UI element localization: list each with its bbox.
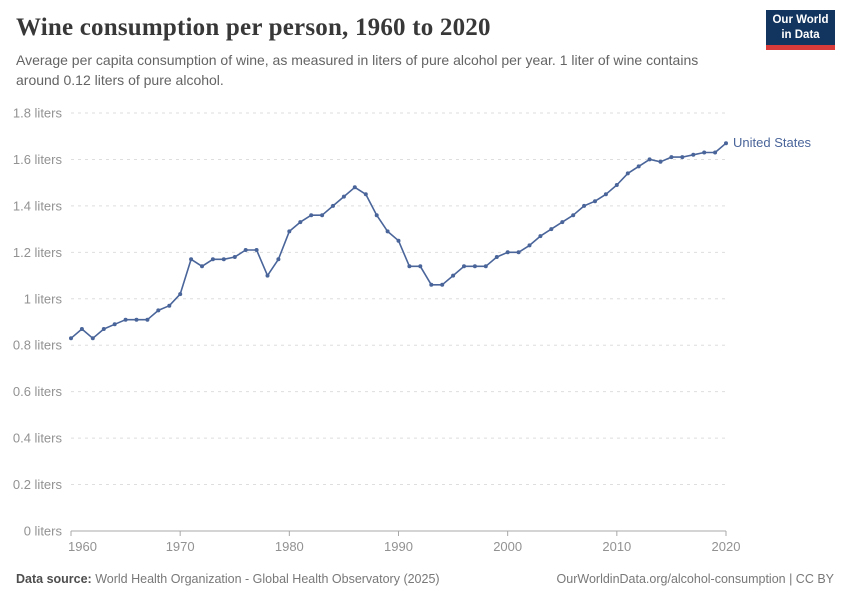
data-point[interactable]: [396, 238, 401, 243]
data-point[interactable]: [560, 220, 565, 225]
data-point[interactable]: [582, 203, 587, 208]
data-point[interactable]: [112, 322, 117, 327]
data-point[interactable]: [669, 155, 674, 160]
data-point[interactable]: [462, 264, 466, 269]
data-point[interactable]: [309, 213, 314, 218]
data-point[interactable]: [385, 229, 390, 234]
data-point[interactable]: [658, 159, 663, 164]
data-point[interactable]: [352, 185, 357, 190]
data-point[interactable]: [101, 327, 106, 331]
data-point[interactable]: [167, 303, 172, 308]
data-point[interactable]: [625, 171, 630, 176]
y-axis-tick-label: 0 liters: [24, 524, 63, 539]
page-title: Wine consumption per person, 1960 to 202…: [16, 14, 491, 41]
y-axis-tick-label: 1 liters: [24, 291, 63, 306]
data-point[interactable]: [636, 164, 641, 169]
x-axis-tick-label: 1990: [384, 539, 413, 554]
data-point[interactable]: [724, 141, 728, 146]
data-point[interactable]: [505, 250, 510, 255]
x-axis-tick-label: 1980: [275, 539, 304, 554]
data-point[interactable]: [79, 327, 84, 331]
data-point[interactable]: [221, 257, 226, 262]
data-point[interactable]: [123, 317, 128, 322]
data-source: Data source: World Health Organization -…: [16, 572, 440, 586]
y-axis-tick-label: 0.2 liters: [13, 477, 63, 492]
data-point[interactable]: [363, 192, 368, 197]
data-point[interactable]: [265, 273, 270, 278]
data-point[interactable]: [702, 150, 707, 155]
data-point[interactable]: [571, 213, 576, 218]
data-point[interactable]: [538, 234, 543, 239]
data-point[interactable]: [189, 257, 194, 262]
x-axis-tick-label: 2020: [712, 539, 741, 554]
data-point[interactable]: [298, 220, 303, 225]
data-point[interactable]: [647, 157, 652, 162]
data-point[interactable]: [243, 248, 248, 252]
data-point[interactable]: [483, 264, 488, 269]
data-point[interactable]: [200, 264, 204, 269]
y-axis-tick-label: 0.8 liters: [13, 338, 63, 353]
data-point[interactable]: [331, 203, 335, 208]
series-end-label[interactable]: United States: [733, 135, 812, 150]
data-point[interactable]: [418, 264, 423, 269]
data-source-label: Data source:: [16, 572, 92, 586]
data-point[interactable]: [516, 250, 521, 255]
data-point[interactable]: [440, 282, 445, 287]
data-point[interactable]: [69, 336, 73, 341]
data-point[interactable]: [614, 183, 619, 187]
data-source-text: World Health Organization - Global Healt…: [91, 572, 440, 586]
data-point[interactable]: [145, 317, 150, 322]
chart-footer: Data source: World Health Organization -…: [16, 572, 834, 586]
y-axis-tick-label: 0.4 liters: [13, 431, 63, 446]
x-axis-tick-label: 2000: [493, 539, 522, 554]
y-axis-tick-label: 1.2 liters: [13, 245, 63, 260]
data-point[interactable]: [407, 264, 412, 269]
y-axis-tick-label: 1.4 liters: [13, 198, 63, 213]
data-point[interactable]: [494, 255, 499, 259]
data-point[interactable]: [156, 308, 161, 313]
chart-header: Wine consumption per person, 1960 to 202…: [16, 14, 756, 91]
data-point[interactable]: [429, 282, 434, 287]
data-point[interactable]: [713, 150, 718, 155]
owid-logo-line2: in Data: [781, 28, 820, 41]
owid-logo-line1: Our World: [772, 14, 829, 27]
data-point[interactable]: [472, 264, 477, 269]
data-point[interactable]: [680, 155, 685, 160]
data-point[interactable]: [287, 229, 292, 234]
data-point[interactable]: [603, 192, 608, 197]
owid-logo[interactable]: Our World in Data: [766, 10, 835, 50]
data-point[interactable]: [549, 227, 554, 232]
data-point[interactable]: [134, 317, 139, 322]
data-point[interactable]: [210, 257, 215, 262]
y-axis-tick-label: 1.6 liters: [13, 152, 63, 167]
data-point[interactable]: [374, 213, 379, 218]
data-point[interactable]: [451, 273, 456, 278]
x-axis-tick-label: 1970: [166, 539, 195, 554]
data-point[interactable]: [232, 255, 237, 259]
y-axis-tick-label: 1.8 liters: [13, 106, 63, 121]
x-axis-tick-label: 2010: [602, 539, 631, 554]
chart-subtitle: Average per capita consumption of wine, …: [16, 52, 699, 88]
data-point[interactable]: [691, 152, 696, 157]
data-point[interactable]: [90, 336, 95, 341]
x-axis-tick-label: 1960: [68, 539, 97, 554]
data-point[interactable]: [527, 243, 532, 248]
data-point[interactable]: [341, 194, 346, 199]
data-point[interactable]: [178, 292, 183, 297]
data-point[interactable]: [320, 213, 325, 218]
data-point[interactable]: [276, 257, 281, 262]
data-point[interactable]: [593, 199, 597, 204]
data-point[interactable]: [254, 248, 259, 252]
owid-attribution-link[interactable]: OurWorldinData.org/alcohol-consumption |…: [556, 572, 834, 586]
y-axis-tick-label: 0.6 liters: [13, 384, 63, 399]
